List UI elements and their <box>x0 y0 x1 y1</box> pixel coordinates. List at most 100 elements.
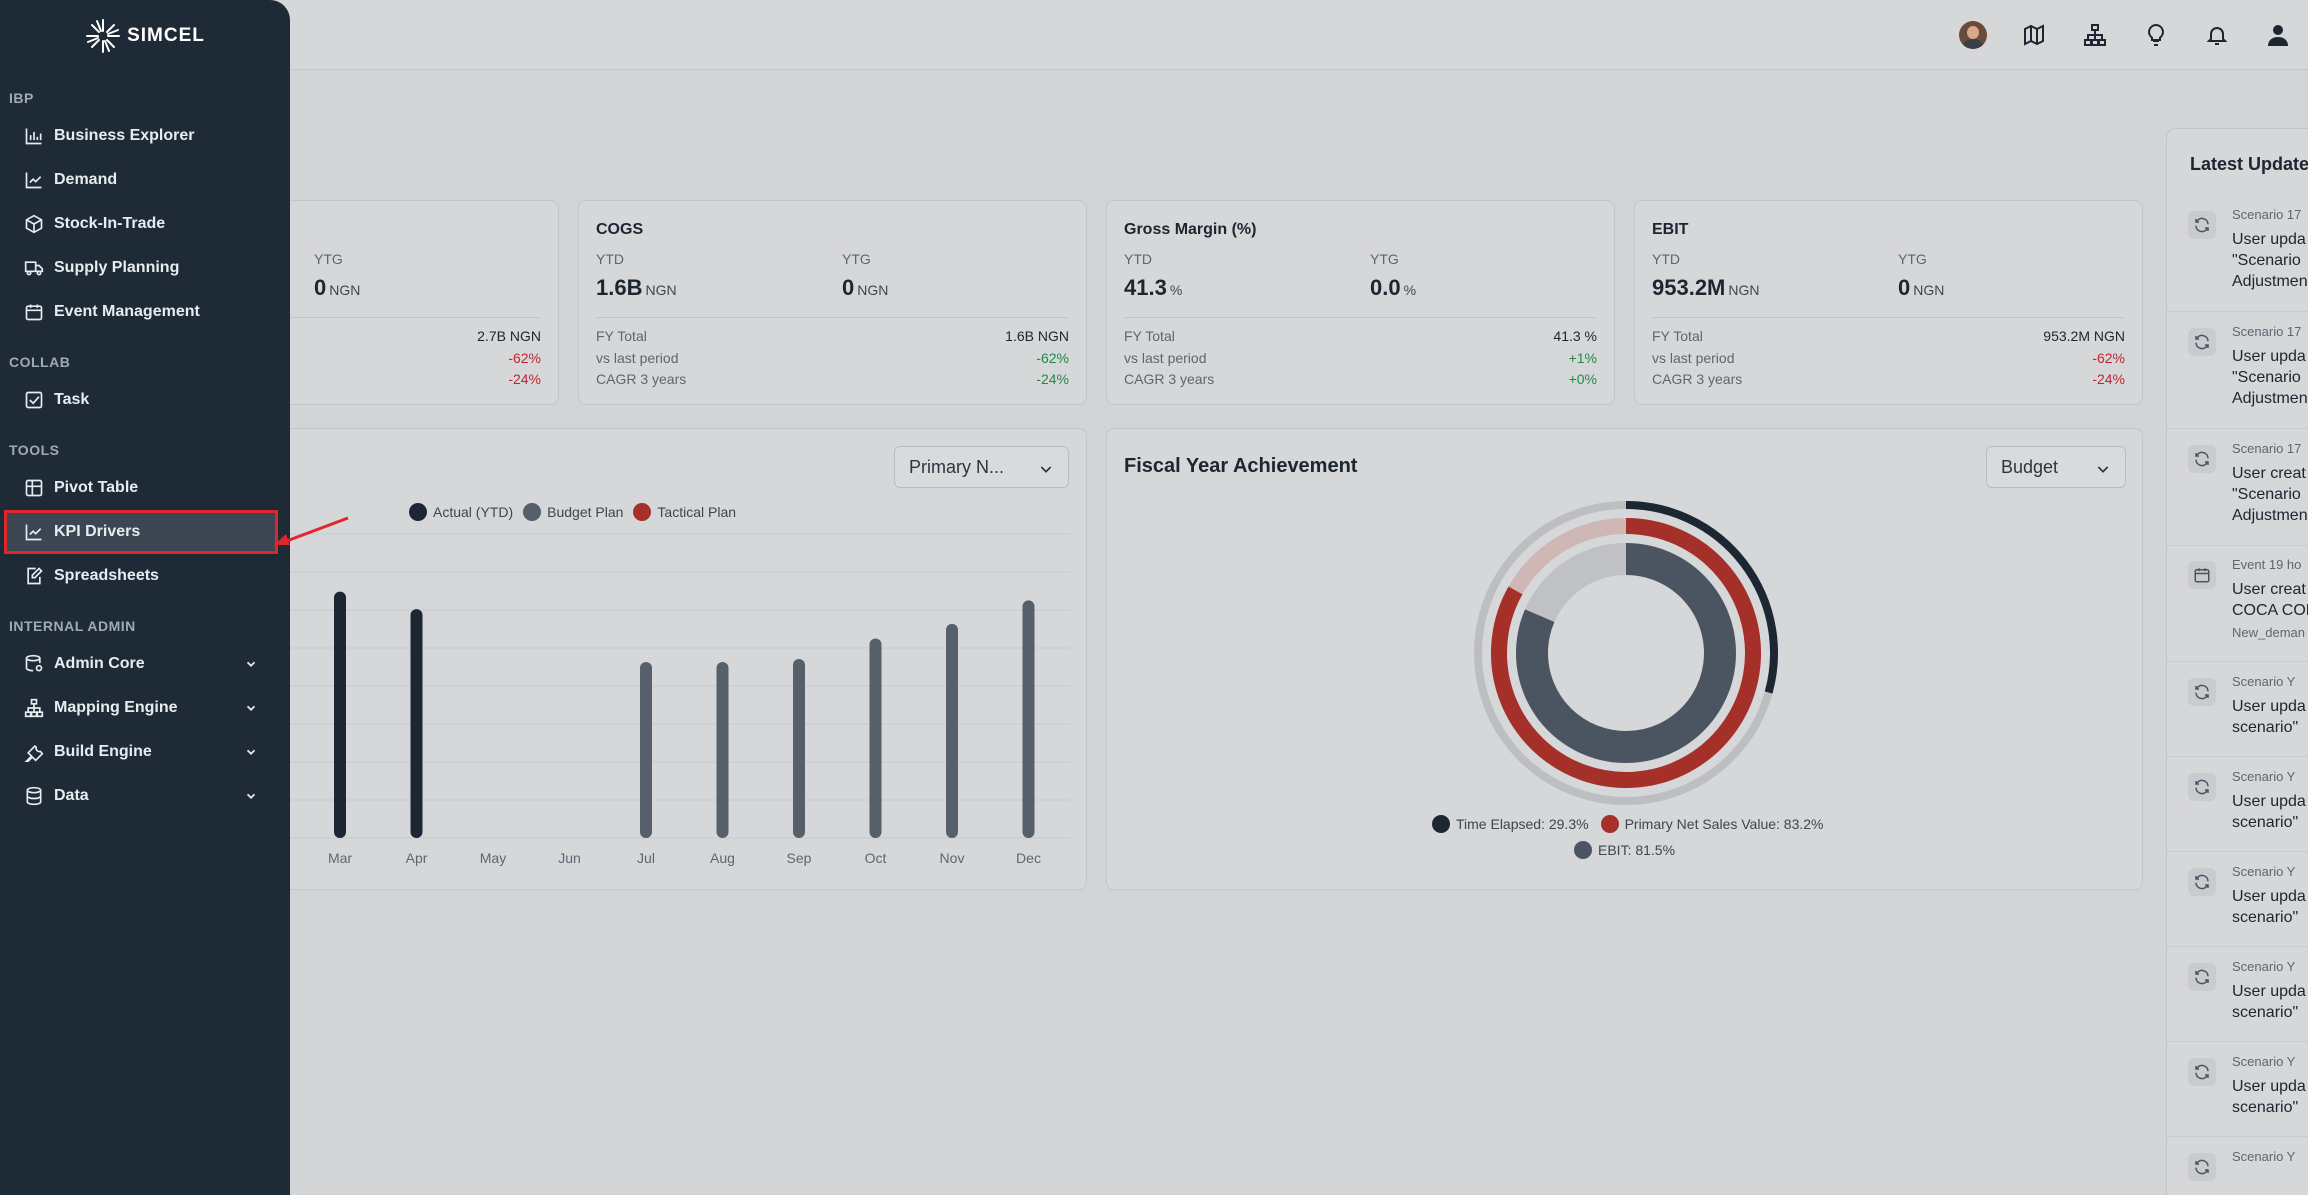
sidebar-item-demand[interactable]: Demand <box>0 158 290 202</box>
sidebar-item-label: Event Management <box>54 303 200 320</box>
vs-last-period-value: -62% <box>2092 350 2125 366</box>
sidebar-item-label: KPI Drivers <box>54 523 141 540</box>
cagr-value: +0% <box>1568 371 1597 387</box>
sidebar-item-mapping-engine[interactable]: Mapping Engine <box>0 686 290 730</box>
chevron-down-icon <box>246 661 256 667</box>
divider <box>2167 1041 2308 1042</box>
divider <box>2167 1136 2308 1137</box>
vs-last-period-value: -62% <box>508 350 541 366</box>
x-tick-label: Nov <box>939 850 965 866</box>
update-item[interactable]: Scenario 17 User upda "Scenario Adjustmen <box>2167 207 2308 312</box>
table-icon <box>25 479 43 497</box>
user-avatar[interactable] <box>1942 17 2003 53</box>
sidebar-item-label: Pivot Table <box>54 479 139 496</box>
sidebar: SIMCEL IBP Business Explorer Demand Stoc… <box>0 0 290 1195</box>
update-item[interactable]: Scenario Y User upda scenario" <box>2167 1054 2308 1144</box>
sidebar-item-label: Business Explorer <box>54 127 195 144</box>
update-item[interactable]: Scenario 17 User upda "Scenario Adjustmen <box>2167 324 2308 429</box>
divider <box>596 317 1069 318</box>
cagr-value: -24% <box>2092 371 2125 387</box>
latest-updates-panel: Latest Update Scenario 17 User upda "Scen… <box>2166 128 2308 1195</box>
fy-total-value: 953.2M NGN <box>2043 328 2125 344</box>
checkbox-icon <box>25 391 43 409</box>
bar-chart-icon <box>25 128 42 145</box>
bar-nov <box>946 623 958 838</box>
divider <box>2167 946 2308 947</box>
wrench-icon <box>24 745 44 762</box>
sidebar-item-event-management[interactable]: Event Management <box>0 290 290 334</box>
refresh-icon <box>2188 445 2216 473</box>
x-tick-label: Jul <box>637 850 655 866</box>
monthly-chart-card <box>220 428 1087 890</box>
update-text: User upda "Scenario Adjustmen <box>2232 348 2308 407</box>
calendar-icon <box>25 304 43 321</box>
update-type: Scenario 17 <box>2232 207 2302 222</box>
sidebar-item-business-explorer[interactable]: Business Explorer <box>0 114 290 158</box>
ytd-value: 953.2M NGN <box>1652 275 1760 300</box>
legend-dot-time-elapsed <box>1432 815 1450 833</box>
legend-label: Time Elapsed: 29.3% <box>1456 816 1589 832</box>
section-label-ibp: IBP <box>9 90 34 106</box>
sidebar-item-supply-planning[interactable]: Supply Planning <box>0 246 290 290</box>
update-type: Scenario Y <box>2232 959 2296 974</box>
chart-legend: Actual (YTD) Budget Plan Tactical Plan <box>409 503 736 521</box>
user-icon[interactable] <box>2247 17 2308 53</box>
measure-dropdown[interactable]: Primary N... <box>894 446 1069 488</box>
update-item[interactable]: Event 19 ho User creat COCA COL New_deman <box>2167 557 2308 662</box>
update-type: Scenario Y <box>2232 674 2296 689</box>
fiscal-chart-title: Fiscal Year Achievement <box>1124 455 1358 477</box>
plan-dropdown[interactable]: Budget <box>1986 446 2126 488</box>
sidebar-item-stock-in-trade[interactable]: Stock-In-Trade <box>0 202 290 246</box>
update-text: User upda "Scenario Adjustmen <box>2232 231 2308 290</box>
cagr-label: CAGR 3 years <box>596 371 687 387</box>
kpi-title: EBIT <box>1652 221 1689 238</box>
bar-jul <box>640 661 652 838</box>
top-bar-icons <box>1942 17 2308 53</box>
hierarchy-icon[interactable] <box>2064 17 2125 53</box>
lightbulb-icon[interactable] <box>2125 17 2186 53</box>
sidebar-item-task[interactable]: Task <box>0 378 290 422</box>
update-item[interactable]: Scenario 17 User creat "Scenario Adjustme… <box>2167 441 2308 546</box>
sidebar-item-build-engine[interactable]: Build Engine <box>0 730 290 774</box>
legend-label: Tactical Plan <box>657 504 737 520</box>
dropdown-value: Primary N... <box>909 456 1005 477</box>
sidebar-item-label: Mapping Engine <box>54 699 178 716</box>
refresh-icon <box>2188 1153 2216 1181</box>
database-icon <box>26 786 42 806</box>
section-label-collab: COLLAB <box>9 354 71 370</box>
sidebar-item-label: Admin Core <box>54 655 145 672</box>
x-tick-label: Sep <box>786 850 812 866</box>
update-item[interactable]: Scenario Y User upda scenario" <box>2167 959 2308 1049</box>
radial-arc-time-elapsed <box>1625 501 1778 694</box>
ytg-value: 0 NGN <box>1898 275 1945 300</box>
sidebar-item-label: Stock-In-Trade <box>54 215 166 232</box>
refresh-icon <box>2188 773 2216 801</box>
legend-label: Primary Net Sales Value: 83.2% <box>1624 816 1824 832</box>
brand-name: SIMCEL <box>127 25 205 46</box>
update-item[interactable]: Scenario Y User upda scenario" <box>2167 674 2308 764</box>
sidebar-item-kpi-drivers[interactable]: KPI Drivers <box>4 510 278 554</box>
x-tick-label: Oct <box>864 850 887 866</box>
refresh-icon <box>2188 328 2216 356</box>
bell-icon[interactable] <box>2186 17 2247 53</box>
fy-total-value: 1.6B NGN <box>1005 328 1069 344</box>
update-text: User upda scenario" <box>2232 1078 2306 1116</box>
sidebar-item-data[interactable]: Data <box>0 774 290 818</box>
divider <box>2167 661 2308 662</box>
vs-last-period-value: -62% <box>1036 350 1069 366</box>
map-icon[interactable] <box>2003 17 2064 53</box>
fy-total-value: 41.3 % <box>1553 328 1597 344</box>
fy-total-label: FY Total <box>596 328 647 344</box>
update-item[interactable]: Scenario Y User upda scenario" <box>2167 769 2308 859</box>
box-icon <box>25 214 43 234</box>
legend-dot-actual <box>409 503 427 521</box>
sidebar-item-pivot-table[interactable]: Pivot Table <box>0 466 290 510</box>
legend-dot-tactical <box>633 503 652 521</box>
x-tick-label: Aug <box>710 850 735 866</box>
cagr-label: CAGR 3 years <box>1652 371 1743 387</box>
sidebar-item-spreadsheets[interactable]: Spreadsheets <box>0 554 290 598</box>
sidebar-item-admin-core[interactable]: Admin Core <box>0 642 290 686</box>
update-item[interactable]: Scenario Y <box>2167 1149 2308 1195</box>
update-item[interactable]: Scenario Y User upda scenario" <box>2167 864 2308 954</box>
logo[interactable]: SIMCEL <box>0 0 290 72</box>
